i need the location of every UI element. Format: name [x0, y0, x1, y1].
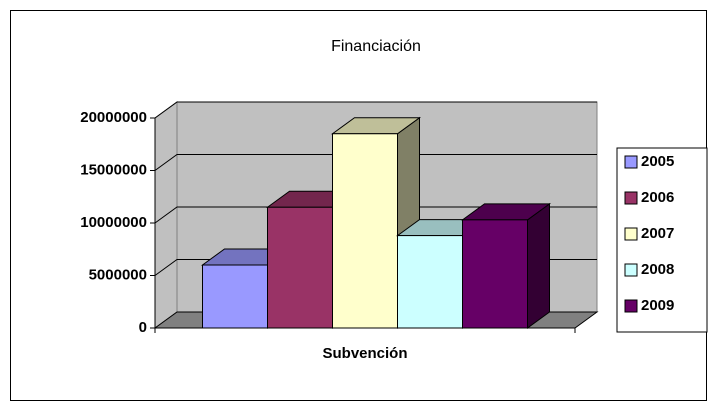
bar — [462, 219, 528, 329]
y-tick-label: 10000000 — [80, 214, 147, 231]
grid-line — [154, 101, 597, 119]
legend-label: 2007 — [641, 225, 674, 242]
chart-title: Financiación — [331, 38, 421, 55]
legend-swatch — [624, 227, 638, 241]
legend-label: 2009 — [641, 297, 674, 314]
bar — [397, 235, 463, 329]
y-tick-label: 20000000 — [80, 109, 147, 126]
legend-label: 2008 — [641, 261, 674, 278]
legend-swatch — [624, 263, 638, 277]
legend-swatch — [624, 191, 638, 205]
bar — [332, 133, 398, 329]
bar-side — [527, 202, 550, 329]
bar — [267, 206, 333, 329]
y-tick-label: 15000000 — [80, 161, 147, 178]
legend-swatch — [624, 299, 638, 313]
y-tick-label: 0 — [139, 319, 147, 336]
x-tick-label: Subvención — [322, 345, 407, 362]
bar — [202, 264, 268, 329]
legend-label: 2005 — [641, 153, 674, 170]
legend-label: 2006 — [641, 189, 674, 206]
grid-line — [154, 154, 597, 171]
legend-swatch — [624, 155, 638, 169]
grid-line — [154, 206, 597, 224]
y-tick-label: 5000000 — [89, 266, 147, 283]
